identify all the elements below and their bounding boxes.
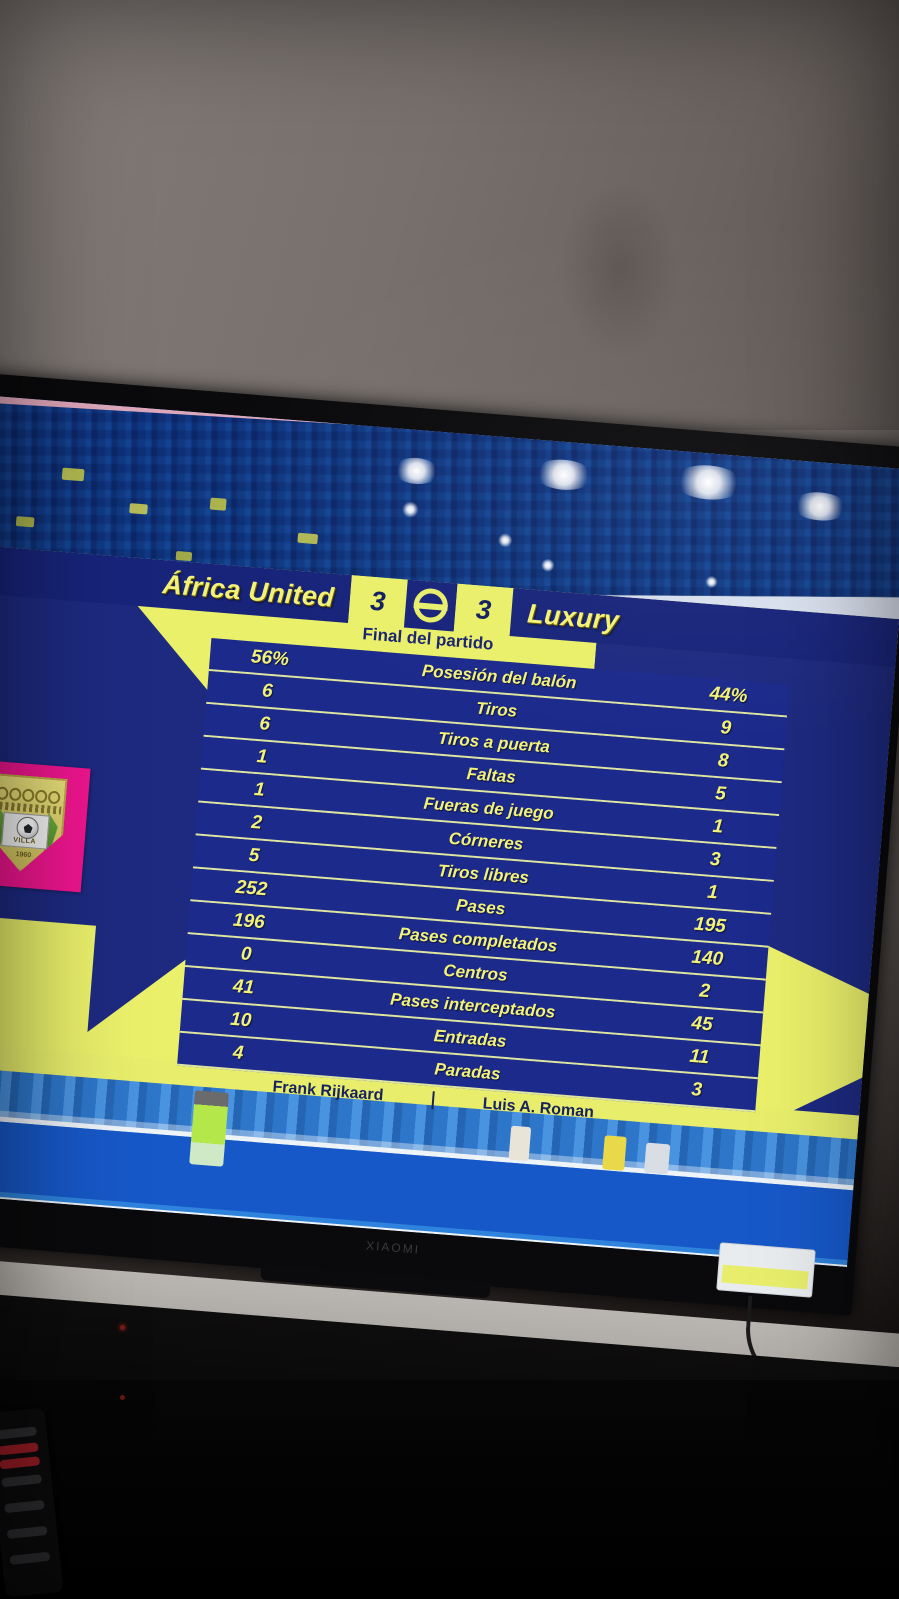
efootball-logo [403,579,458,632]
stat-home-value: 6 [258,712,271,735]
stat-away-value: 1 [706,881,719,903]
crowd-fleck [61,467,85,482]
crowd-fleck [209,497,227,511]
tv-screen: VILLA 1960 África United 3 3 Luxury Fina… [0,394,899,1268]
crowd-fleck [297,532,319,545]
stat-home-value: 1 [255,745,269,768]
stat-home-value: 196 [232,909,266,933]
spectator [602,1135,627,1171]
led-indicator [120,1325,125,1330]
crowd-fleck [15,516,35,528]
television: VILLA 1960 África United 3 3 Luxury Fina… [0,372,899,1346]
stat-home-value: 4 [232,1041,245,1064]
stat-away-value: 195 [693,913,727,937]
stat-away-value: 3 [690,1078,703,1101]
home-score: 3 [348,575,408,628]
stat-home-value: 56% [250,645,290,670]
efootball-e-icon [412,587,450,624]
crowd-fleck [129,503,148,515]
stat-home-value: 10 [229,1008,253,1031]
stat-home-value: 5 [248,844,261,867]
wall-smudge [560,180,680,360]
stat-away-value: 2 [698,979,711,1002]
crest-year: 1960 [15,851,32,860]
spectator [643,1142,671,1175]
home-team-crest: VILLA 1960 [0,758,91,893]
crest-shield: VILLA 1960 [0,773,68,875]
stat-away-value: 44% [708,682,749,707]
stat-away-value: 9 [719,716,733,739]
spectator [508,1125,532,1162]
stat-away-value: 45 [690,1012,714,1035]
stat-home-value: 41 [232,975,255,999]
stat-home-value: 252 [234,876,269,900]
player-figure [189,1090,230,1167]
led-indicator [120,1395,125,1400]
stat-away-value: 5 [714,782,727,805]
stat-home-value: 1 [253,778,266,801]
away-score: 3 [453,583,514,636]
stat-home-value: 6 [261,679,274,702]
stat-away-value: 140 [690,946,725,970]
stats-table: 56% Posesión del balón 44% 6 Tiros 9 6 Tiros a … [177,638,790,1113]
stat-home-value: 2 [250,811,263,834]
wall [0,0,899,430]
stat-home-value: 0 [240,942,253,965]
home-team-name: África United [161,568,336,613]
away-team-name: Luxury [526,597,621,636]
stat-away-value: 8 [717,749,730,772]
stat-away-value: 11 [688,1045,711,1068]
stat-away-value: 1 [711,815,725,838]
crowd-fleck [175,550,193,562]
stat-away-value: 3 [709,848,722,871]
foreground-shadow [0,1380,899,1599]
